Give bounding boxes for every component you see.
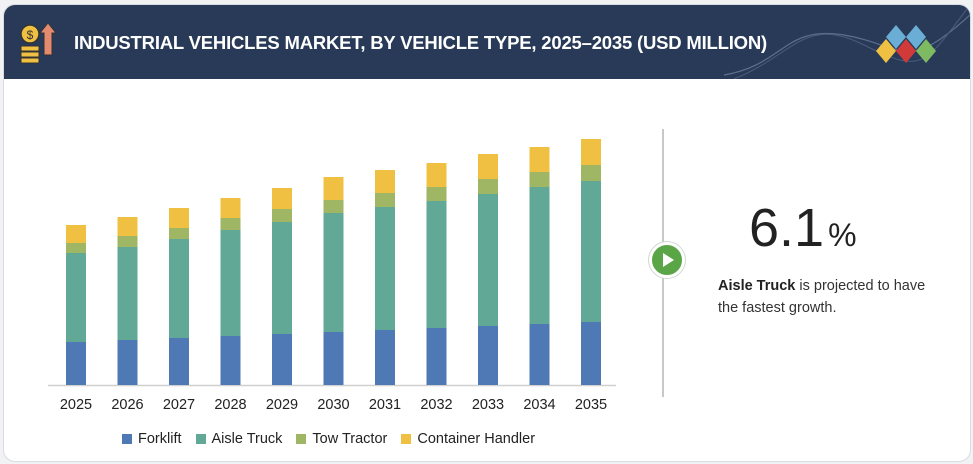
legend-swatch bbox=[296, 434, 307, 444]
infographic-card: $ INDUSTRIAL VEHICLES MARKET, BY VEHICLE… bbox=[3, 4, 971, 462]
stacked-bar-chart: 2025 2026 2027 2028 2029 2030 2031 2032 2033 2034… bbox=[48, 139, 616, 413]
svg-text:$: $ bbox=[27, 28, 34, 42]
money-growth-icon: $ bbox=[20, 22, 58, 64]
bar-segment-tow-tractor-2026 bbox=[117, 236, 138, 247]
bar-segment-tow-tractor-2032 bbox=[426, 187, 447, 201]
bar-segment-tow-tractor-2030 bbox=[323, 200, 344, 213]
bar-segment-container-handler-2032 bbox=[426, 163, 447, 187]
bar-segment-aisle-truck-2033 bbox=[478, 194, 498, 326]
bar-segment-aisle-truck-2025 bbox=[66, 253, 86, 342]
bar-segment-aisle-truck-2032 bbox=[426, 201, 447, 328]
x-tick-label: 2030 bbox=[317, 397, 349, 413]
bar-segment-container-handler-2030 bbox=[323, 177, 344, 200]
chart-title: INDUSTRIAL VEHICLES MARKET, BY VEHICLE T… bbox=[74, 32, 767, 53]
legend-label: Container Handler bbox=[417, 431, 536, 447]
legend-label: Tow Tractor bbox=[312, 431, 388, 447]
play-icon bbox=[649, 242, 685, 278]
x-tick-label: 2032 bbox=[420, 397, 452, 413]
legend-swatch bbox=[195, 434, 206, 444]
bar-segment-tow-tractor-2033 bbox=[478, 179, 498, 194]
bar-segment-forklift-2031 bbox=[375, 330, 395, 385]
bar-segment-forklift-2027 bbox=[169, 338, 189, 385]
bar-segment-aisle-truck-2029 bbox=[272, 222, 292, 334]
bar-segment-container-handler-2033 bbox=[478, 154, 498, 179]
bar-segment-aisle-truck-2034 bbox=[529, 187, 550, 324]
x-tick-label: 2025 bbox=[60, 397, 92, 413]
bar-segment-forklift-2025 bbox=[66, 342, 86, 385]
bar-segment-tow-tractor-2025 bbox=[66, 243, 86, 253]
diamond-logo bbox=[876, 25, 936, 63]
legend-swatch bbox=[122, 434, 132, 444]
bar-segment-container-handler-2034 bbox=[529, 147, 550, 172]
bar-segment-aisle-truck-2035 bbox=[581, 181, 601, 322]
bar-segment-aisle-truck-2027 bbox=[169, 239, 189, 338]
bar-segment-aisle-truck-2030 bbox=[323, 213, 344, 332]
bar-segment-forklift-2028 bbox=[220, 336, 241, 385]
bar-segment-tow-tractor-2027 bbox=[169, 228, 189, 239]
x-tick-label: 2027 bbox=[163, 397, 195, 413]
x-tick-label: 2035 bbox=[575, 397, 607, 413]
growth-unit: % bbox=[828, 217, 857, 253]
highlight-segment: Aisle Truck bbox=[718, 278, 796, 294]
bar-segment-container-handler-2028 bbox=[220, 198, 241, 218]
legend-item-container-handler: Container Handler bbox=[401, 431, 535, 447]
bar-segment-tow-tractor-2028 bbox=[220, 218, 241, 230]
bar-segment-container-handler-2029 bbox=[272, 188, 292, 209]
x-tick-label: 2033 bbox=[472, 397, 504, 413]
bar-segment-forklift-2033 bbox=[478, 326, 498, 385]
bar-segment-aisle-truck-2028 bbox=[220, 230, 241, 336]
bar-segment-forklift-2026 bbox=[117, 340, 138, 385]
bar-segment-container-handler-2025 bbox=[66, 225, 86, 243]
bar-segment-tow-tractor-2031 bbox=[375, 193, 395, 207]
bar-segment-tow-tractor-2035 bbox=[581, 165, 601, 181]
description-text: is projected to have the fastest growth. bbox=[718, 278, 926, 316]
growth-rate: 6.1% bbox=[749, 197, 857, 259]
bar-segment-forklift-2030 bbox=[323, 332, 344, 385]
bar-segment-forklift-2029 bbox=[272, 334, 292, 385]
x-tick-label: 2026 bbox=[111, 397, 143, 413]
bar-segment-forklift-2032 bbox=[426, 328, 447, 385]
bar-segment-forklift-2034 bbox=[529, 324, 550, 385]
legend-item-tow-tractor: Tow Tractor bbox=[296, 431, 387, 447]
x-tick-label: 2031 bbox=[369, 397, 401, 413]
bar-segment-aisle-truck-2031 bbox=[375, 207, 395, 330]
legend: Forklift Aisle Truck Tow Tractor Container … bbox=[122, 431, 535, 447]
bar-segment-container-handler-2031 bbox=[375, 170, 395, 193]
legend-label: Aisle Truck bbox=[211, 431, 283, 447]
legend-item-forklift: Forklift bbox=[122, 431, 182, 447]
growth-value: 6.1 bbox=[749, 198, 825, 258]
x-tick-label: 2028 bbox=[214, 397, 246, 413]
header-banner: $ INDUSTRIAL VEHICLES MARKET, BY VEHICLE… bbox=[4, 5, 970, 79]
x-tick-label: 2029 bbox=[266, 397, 298, 413]
bar-segment-tow-tractor-2029 bbox=[272, 209, 292, 222]
legend-label: Forklift bbox=[138, 431, 182, 447]
bar-segment-aisle-truck-2026 bbox=[117, 247, 138, 340]
bar-segment-tow-tractor-2034 bbox=[529, 172, 550, 187]
bar-segment-container-handler-2027 bbox=[169, 208, 189, 228]
bar-segment-container-handler-2035 bbox=[581, 139, 601, 165]
legend-swatch bbox=[401, 434, 412, 444]
x-tick-label: 2034 bbox=[523, 397, 555, 413]
bar-segment-forklift-2035 bbox=[581, 322, 601, 385]
growth-description: Aisle Truck is projected to have the fas… bbox=[718, 275, 948, 319]
legend-item-aisle-truck: Aisle Truck bbox=[195, 431, 283, 447]
bar-segment-container-handler-2026 bbox=[117, 217, 138, 236]
